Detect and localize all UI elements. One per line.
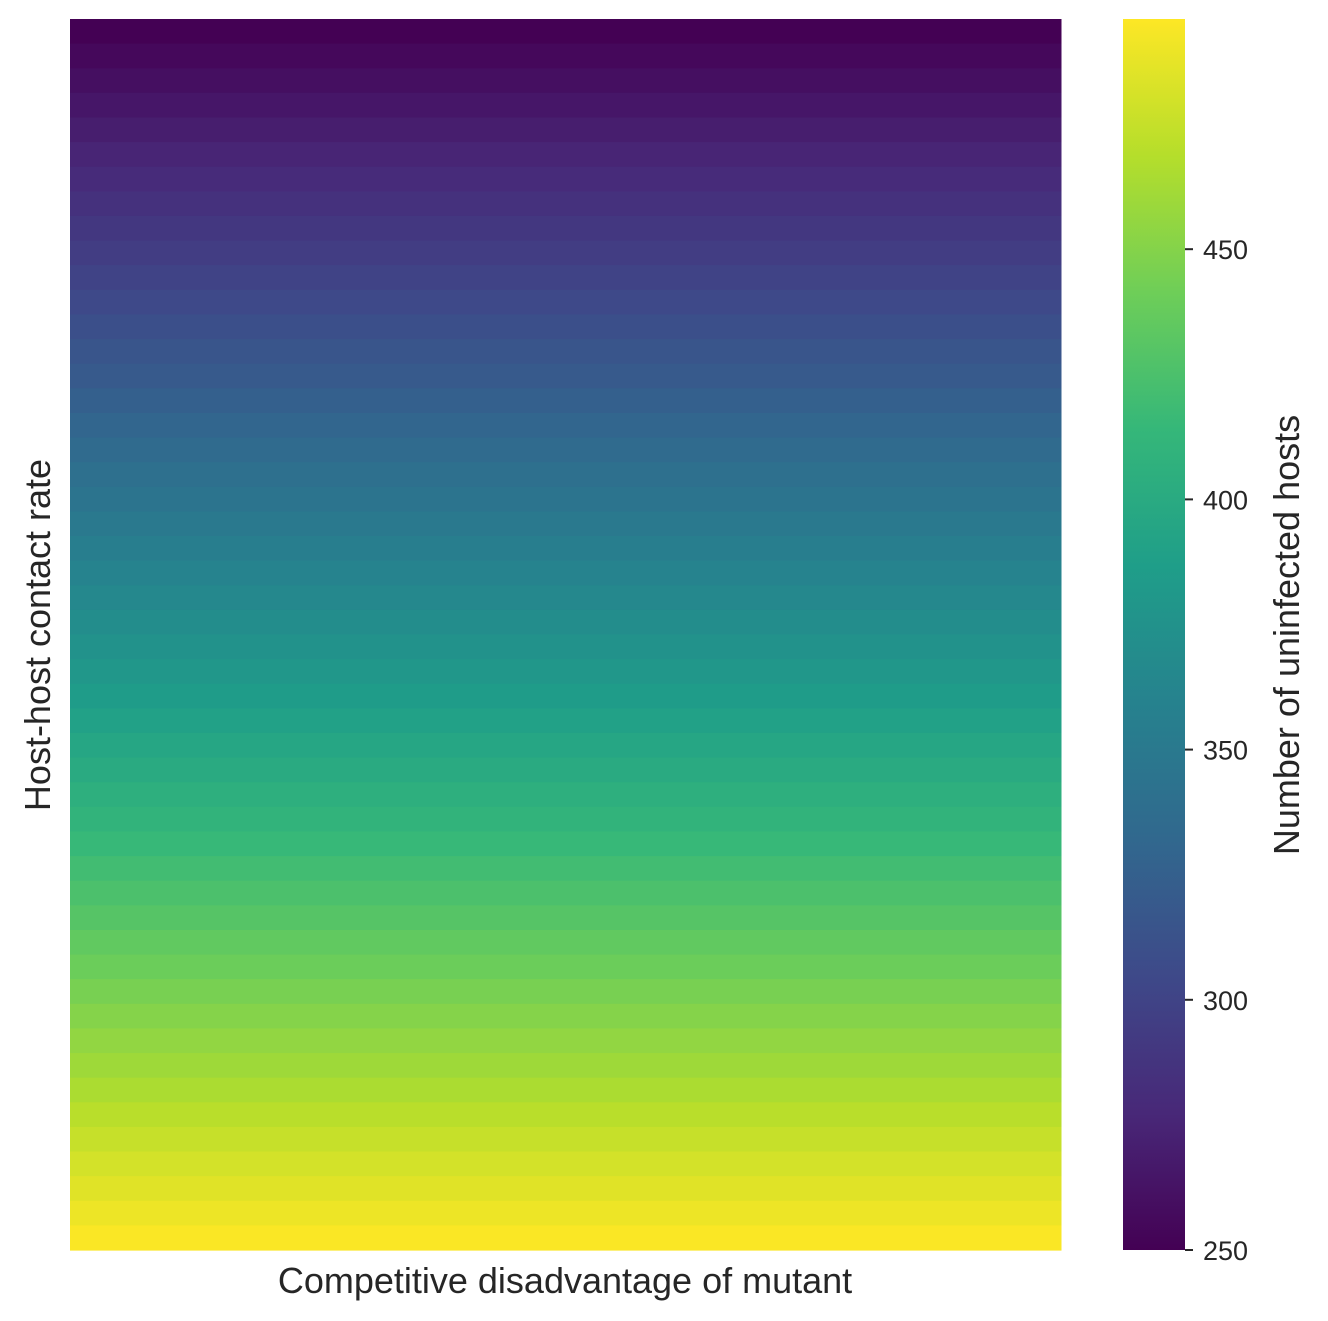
heatmap-cell	[70, 486, 1062, 512]
heatmap-cell	[70, 191, 1062, 217]
x-axis-label: Competitive disadvantage of mutant	[278, 1260, 852, 1301]
heatmap-cell	[70, 240, 1062, 266]
colorbar-tick-label: 350	[1203, 736, 1248, 766]
heatmap-cell	[70, 536, 1062, 562]
heatmap-cell	[70, 905, 1062, 931]
heatmap-cell	[70, 831, 1062, 857]
heatmap-cells	[70, 19, 1062, 1251]
heatmap-cell	[70, 880, 1062, 906]
heatmap-cell	[70, 289, 1062, 316]
colorbar: 250 300 350 400 450	[1123, 19, 1248, 1266]
colorbar-tick-label: 300	[1203, 986, 1248, 1016]
heatmap-cell	[70, 1028, 1062, 1054]
heatmap-cell	[70, 659, 1062, 685]
heatmap-cell	[70, 708, 1062, 734]
heatmap-cell	[70, 1003, 1062, 1030]
heatmap-cell	[70, 1200, 1062, 1226]
y-axis-label: Host-host contact rate	[17, 459, 58, 811]
heatmap-cell	[70, 1102, 1062, 1128]
heatmap-cell	[70, 462, 1062, 488]
heatmap-cell	[70, 1053, 1062, 1079]
heatmap-cell	[70, 117, 1062, 143]
heatmap-cell	[70, 19, 1062, 45]
colorbar-tick-label: 250	[1203, 1236, 1248, 1266]
heatmap-cell	[70, 634, 1062, 660]
heatmap-cell	[70, 43, 1062, 69]
heatmap-cell	[70, 363, 1062, 389]
heatmap-cell	[70, 388, 1062, 414]
colorbar-tick-label: 450	[1203, 235, 1248, 265]
heatmap-cell	[70, 339, 1062, 365]
heatmap-cell	[70, 1077, 1062, 1103]
colorbar-label: Number of uninfected hosts	[1266, 415, 1307, 855]
heatmap-cell	[70, 511, 1062, 537]
heatmap-cell	[70, 215, 1062, 242]
heatmap-cell	[70, 560, 1062, 586]
heatmap-cell	[70, 757, 1062, 783]
heatmap-cell	[70, 585, 1062, 611]
heatmap-cell	[70, 1225, 1062, 1251]
heatmap-cell	[70, 265, 1062, 291]
heatmap-cell	[70, 954, 1062, 980]
colorbar-gradient	[1123, 19, 1185, 1250]
heatmap-cell	[70, 92, 1062, 119]
colorbar-tick-label: 400	[1203, 485, 1248, 515]
heatmap-cell	[70, 142, 1062, 168]
colorbar-ticks: 250 300 350 400 450	[1185, 235, 1248, 1266]
heatmap-cell	[70, 437, 1062, 463]
heatmap-cell	[70, 314, 1062, 340]
heatmap-cell	[70, 412, 1062, 439]
heatmap-cell	[70, 1151, 1062, 1177]
heatmap-cell	[70, 782, 1062, 808]
heatmap-cell	[70, 166, 1062, 192]
heatmap-cell	[70, 683, 1062, 709]
heatmap-cell	[70, 68, 1062, 94]
heatmap-cell	[70, 609, 1062, 636]
heatmap-cell	[70, 1126, 1062, 1153]
heatmap-cell	[70, 856, 1062, 882]
heatmap-cell	[70, 979, 1062, 1005]
heatmap-cell	[70, 732, 1062, 759]
heatmap-cell	[70, 929, 1062, 956]
heatmap-cell	[70, 806, 1062, 833]
heatmap-cell	[70, 1176, 1062, 1202]
